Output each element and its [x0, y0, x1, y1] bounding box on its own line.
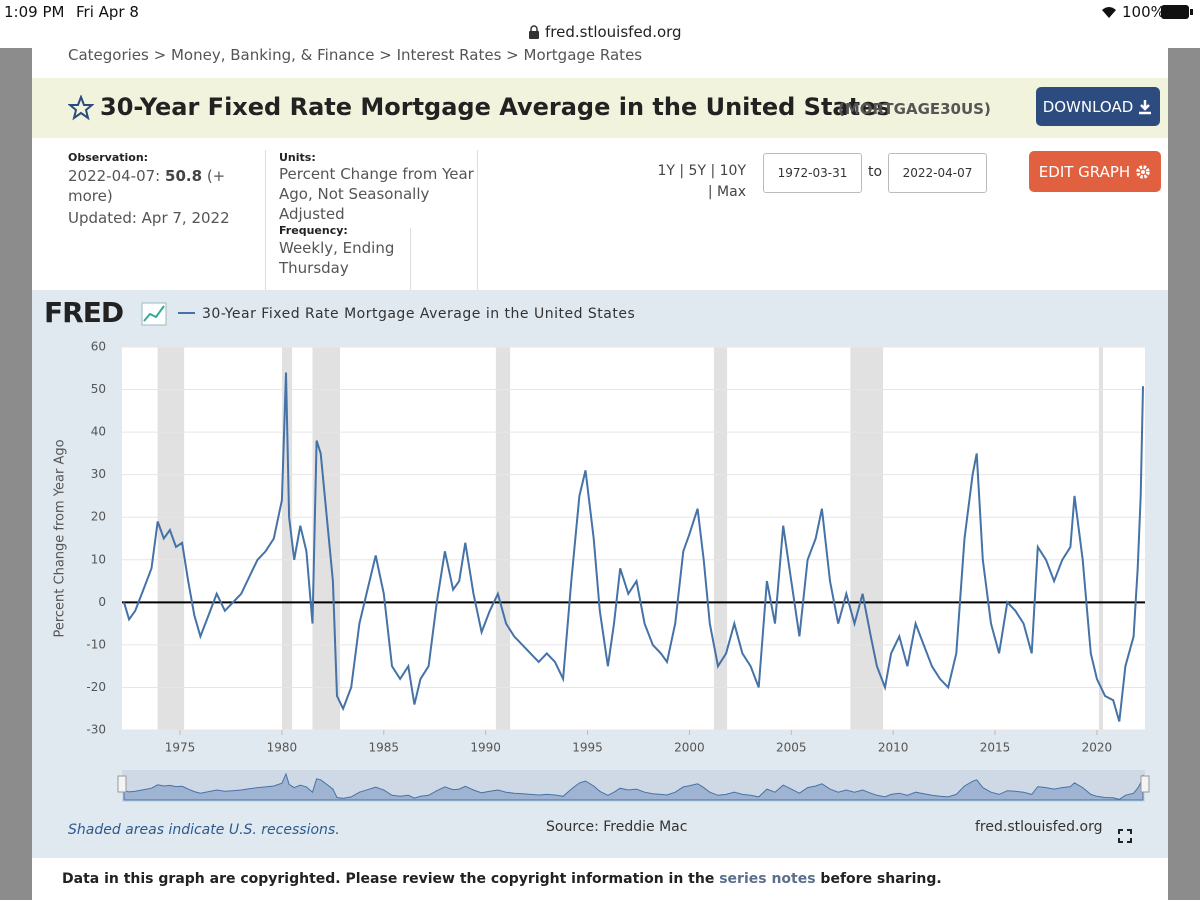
fred-logo: FRED: [44, 296, 123, 329]
series-line: [123, 372, 1144, 722]
download-label: DOWNLOAD: [1042, 97, 1134, 116]
breadcrumb-link[interactable]: Interest Rates: [375, 46, 502, 64]
series-title: 30-Year Fixed Rate Mortgage Average in t…: [100, 93, 891, 121]
observation-label: Observation:: [68, 151, 149, 164]
separator: [410, 228, 411, 290]
battery-icon: [1161, 5, 1193, 19]
series-notes-link[interactable]: series notes: [719, 871, 816, 887]
y-tick-label: -20: [86, 680, 106, 694]
recession-band: [1098, 347, 1104, 730]
navigator-handle[interactable]: [1140, 775, 1150, 793]
updated: Updated: Apr 7, 2022: [68, 209, 230, 227]
download-button[interactable]: DOWNLOAD: [1036, 87, 1160, 126]
y-tick-label: 50: [91, 382, 106, 396]
units: Percent Change from Year Ago, Not Season…: [279, 165, 474, 223]
end-date: 2022-04-07: [902, 166, 973, 180]
y-tick-label: 60: [91, 340, 106, 354]
navigator-handle[interactable]: [117, 775, 127, 793]
start-date: 1972-03-31: [777, 166, 848, 180]
recession-band: [495, 347, 511, 730]
series-id: (MORTGAGE30US): [838, 100, 991, 118]
units-label: Units:: [279, 151, 316, 164]
copyright-text: Data in this graph are copyrighted. Plea…: [62, 871, 720, 887]
legend-label: 30-Year Fixed Rate Mortgage Average in t…: [202, 306, 635, 322]
edit-graph-button[interactable]: EDIT GRAPH: [1029, 151, 1161, 192]
x-tick-label: 2020: [1082, 741, 1113, 755]
recession-band: [713, 347, 728, 730]
gear-icon: [1136, 164, 1150, 179]
copyright: Data in this graph are copyrighted. Plea…: [62, 871, 942, 887]
date-preset[interactable]: Max: [703, 184, 746, 200]
star-icon[interactable]: [68, 95, 94, 121]
plot-area: [122, 347, 1145, 730]
date-preset[interactable]: 1Y: [657, 163, 675, 179]
x-tick-label: 2000: [674, 741, 705, 755]
observation-value: 50.8: [165, 167, 203, 185]
breadcrumb-link[interactable]: Categories: [68, 46, 149, 64]
breadcrumb-link[interactable]: Money, Banking, & Finance: [149, 46, 375, 64]
y-tick-label: 40: [91, 425, 106, 439]
recession-band: [157, 347, 185, 730]
x-tick-label: 2015: [980, 741, 1011, 755]
separator: [265, 150, 266, 290]
x-tick-label: 2010: [878, 741, 909, 755]
recession-note: Shaded areas indicate U.S. recessions.: [68, 822, 340, 838]
recession-band: [850, 347, 883, 730]
edit-graph-label: EDIT GRAPH: [1038, 162, 1131, 181]
logo-icon: [143, 305, 165, 322]
wifi-icon: [1102, 7, 1116, 18]
site[interactable]: fred.stlouisfed.org: [975, 819, 1103, 835]
y-tick-label: 10: [91, 552, 106, 566]
x-tick-label: 2005: [776, 741, 807, 755]
status-bar: 1:09 PM Fri Apr 8 100% fred.stlouisfed.o…: [0, 0, 1200, 48]
url[interactable]: fred.stlouisfed.org: [545, 23, 682, 41]
y-axis-label: Percent Change from Year Ago: [53, 439, 68, 637]
x-tick-label: 1975: [165, 741, 196, 755]
more-link[interactable]: (+ more): [68, 167, 226, 205]
y-tick-label: -10: [86, 637, 106, 651]
date-presets: 1Y5Y10Y Max: [622, 160, 746, 202]
to-label: to: [868, 164, 883, 180]
date: Fri Apr 8: [76, 3, 139, 21]
start-date-input[interactable]: 1972-03-31: [763, 153, 862, 193]
frequency: Weekly, Ending Thursday: [279, 239, 395, 277]
y-tick-label: 30: [91, 467, 106, 481]
logo-icon: [141, 302, 167, 326]
download-icon: [1139, 99, 1152, 114]
y-tick-label: 20: [91, 510, 106, 524]
observation: 2022-04-07: 50.8 (+ more): [68, 166, 258, 206]
date-preset[interactable]: 10Y: [706, 163, 746, 179]
recession-band: [281, 347, 293, 730]
breadcrumb-link[interactable]: Mortgage Rates: [501, 46, 642, 64]
x-tick-label: 1980: [267, 741, 298, 755]
source: Source: Freddie Mac: [546, 819, 688, 835]
x-tick-label: 1985: [369, 741, 400, 755]
frequency-label: Frequency:: [279, 224, 348, 237]
navigator-area: [123, 772, 1144, 801]
date-preset[interactable]: 5Y: [675, 163, 706, 179]
lock-icon: [529, 25, 539, 39]
battery-level: 100%: [1122, 3, 1165, 21]
separator: [477, 150, 478, 290]
title-band: 30-Year Fixed Rate Mortgage Average in t…: [32, 78, 1168, 138]
y-tick-label: -30: [86, 723, 106, 737]
x-tick-label: 1995: [572, 741, 603, 755]
breadcrumb: CategoriesMoney, Banking, & FinanceInter…: [68, 45, 642, 64]
y-tick-label: 0: [98, 595, 106, 609]
observation-date: 2022-04-07:: [68, 167, 161, 185]
x-tick-label: 1990: [470, 741, 501, 755]
time: 1:09 PM: [4, 3, 65, 21]
fullscreen-icon[interactable]: [1118, 829, 1132, 843]
end-date-input[interactable]: 2022-04-07: [888, 153, 987, 193]
copyright-text: before sharing.: [815, 871, 942, 887]
